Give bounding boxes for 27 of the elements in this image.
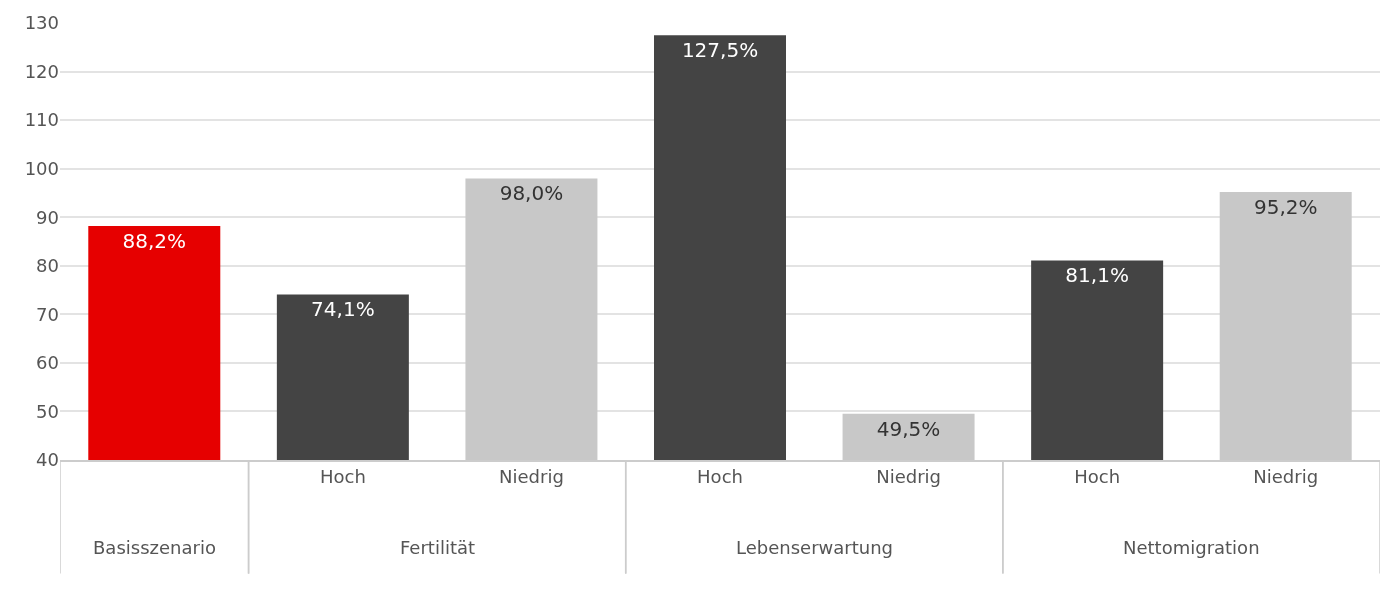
data-label: 49,5% bbox=[876, 416, 941, 441]
y-tick-label: 40 bbox=[36, 449, 59, 471]
y-tick-label: 120 bbox=[24, 60, 59, 82]
x-tick-label: Niedrig bbox=[876, 466, 941, 488]
text: Basisszenario bbox=[93, 537, 216, 558]
data-label: 98,0% bbox=[499, 181, 564, 206]
text: Lebenserwartung bbox=[736, 537, 893, 558]
data-label: 74,1% bbox=[311, 297, 375, 322]
text: Fertilität bbox=[400, 537, 476, 558]
data-label: 81,1% bbox=[1065, 263, 1129, 288]
y-tick-label: 80 bbox=[36, 255, 59, 277]
y-tick-label: 90 bbox=[36, 206, 59, 228]
x-tick-label: Niedrig bbox=[1253, 466, 1319, 488]
y-tick-label: 100 bbox=[24, 157, 59, 179]
y-tick-label: 110 bbox=[24, 109, 59, 131]
x-tick-label: Hoch bbox=[1074, 466, 1121, 488]
data-label: 88,2% bbox=[122, 228, 187, 253]
x-tick-label: Niedrig bbox=[499, 466, 564, 488]
data-label: 127,5% bbox=[681, 38, 759, 63]
y-tick-label: 70 bbox=[36, 303, 59, 325]
y-tick-label: 50 bbox=[36, 400, 59, 422]
data-label: 95,2% bbox=[1253, 194, 1318, 219]
x-tick-label: Hoch bbox=[319, 466, 366, 488]
text: Nettomigration bbox=[1123, 537, 1260, 558]
y-tick-label: 130 bbox=[24, 12, 59, 34]
y-tick-label: 60 bbox=[36, 352, 59, 374]
x-tick-label: Hoch bbox=[697, 466, 743, 488]
